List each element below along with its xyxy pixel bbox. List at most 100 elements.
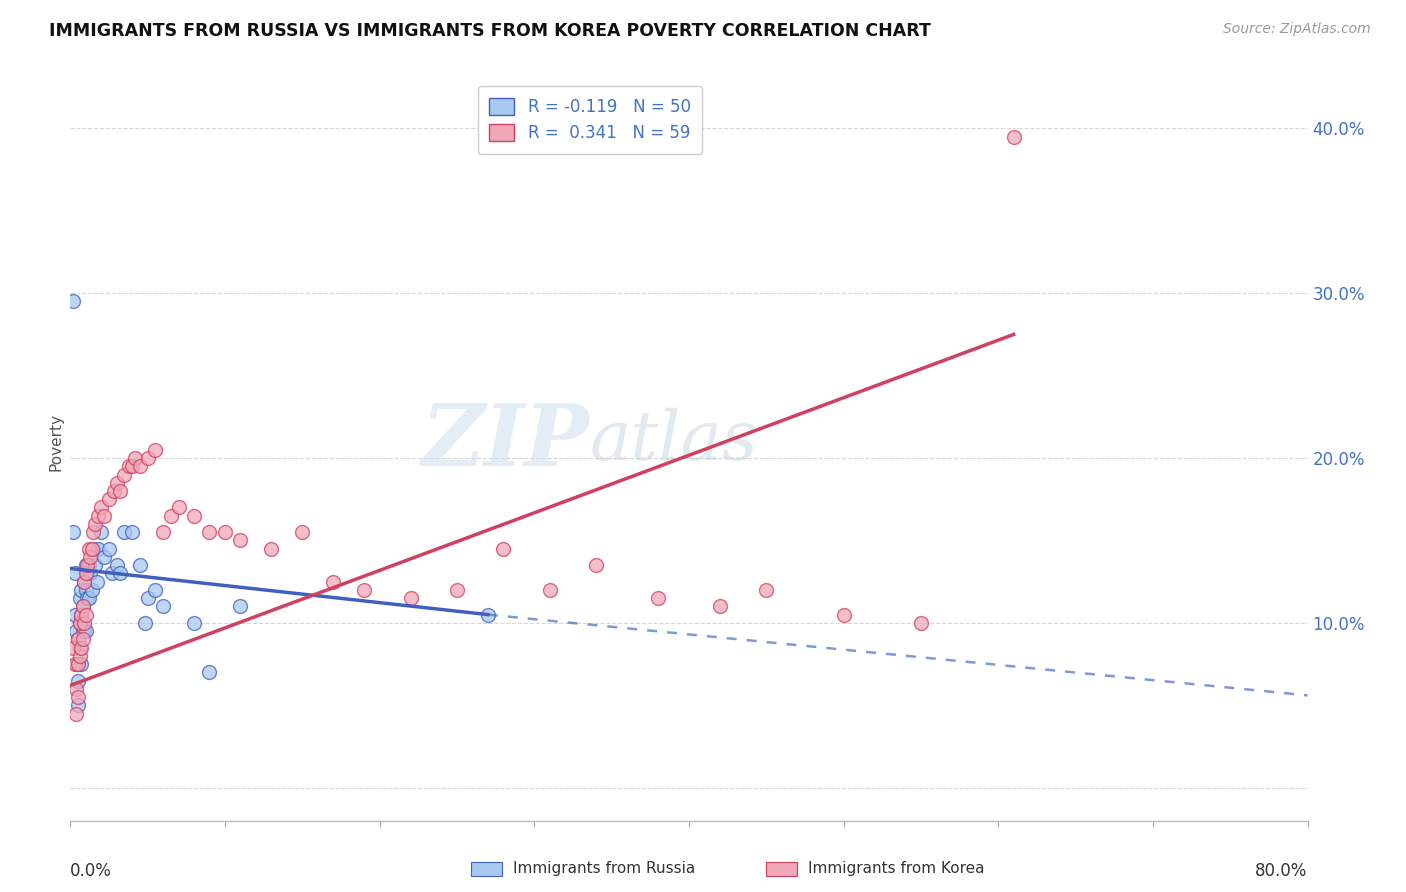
Point: [84, 516, 107, 531]
Point: [69, 615, 91, 630]
Point: [105, 558, 128, 573]
Point: [75, 558, 97, 573]
Point: [832, 607, 855, 622]
Point: [129, 558, 152, 573]
Point: [121, 459, 143, 474]
Point: [67, 632, 90, 647]
Point: [72, 599, 94, 614]
Point: [80, 582, 103, 597]
Point: [79, 566, 101, 581]
Text: atlas: atlas: [591, 409, 758, 475]
Point: [75, 582, 97, 597]
Point: [63, 657, 86, 671]
Point: [229, 533, 252, 548]
Point: [75, 607, 97, 622]
Point: [152, 525, 174, 540]
Text: Source: ZipAtlas.com: Source: ZipAtlas.com: [1223, 22, 1371, 37]
Point: [538, 582, 561, 597]
Point: [77, 558, 100, 573]
Point: [152, 599, 174, 614]
Point: [118, 459, 141, 474]
Point: [93, 549, 115, 564]
Point: [93, 508, 115, 523]
Point: [82, 541, 105, 556]
Point: [72, 624, 94, 639]
Point: [63, 607, 86, 622]
Point: [124, 450, 146, 465]
Point: [108, 483, 131, 498]
Point: [62, 640, 84, 655]
Point: [75, 566, 97, 581]
Text: Immigrants from Korea: Immigrants from Korea: [808, 862, 986, 876]
Point: [709, 599, 731, 614]
Point: [183, 615, 205, 630]
Point: [72, 632, 94, 647]
Point: [90, 500, 112, 515]
Point: [67, 632, 90, 647]
Point: [65, 706, 87, 721]
Point: [477, 607, 499, 622]
Point: [446, 582, 468, 597]
Point: [73, 574, 96, 589]
Point: [77, 541, 100, 556]
Point: [136, 450, 159, 465]
Point: [67, 657, 90, 671]
Point: [121, 525, 143, 540]
Point: [87, 508, 110, 523]
Text: IMMIGRANTS FROM RUSSIA VS IMMIGRANTS FROM KOREA POVERTY CORRELATION CHART: IMMIGRANTS FROM RUSSIA VS IMMIGRANTS FRO…: [49, 22, 931, 40]
Point: [647, 591, 669, 606]
Point: [73, 615, 96, 630]
Point: [214, 525, 236, 540]
Point: [98, 541, 120, 556]
Point: [1002, 129, 1025, 144]
Point: [910, 615, 932, 630]
Point: [76, 566, 98, 581]
Point: [229, 599, 252, 614]
Y-axis label: Poverty: Poverty: [48, 412, 63, 471]
Point: [167, 500, 190, 515]
Point: [70, 607, 93, 622]
Point: [65, 657, 87, 671]
Point: [62, 294, 84, 309]
Point: [134, 615, 156, 630]
Point: [755, 582, 778, 597]
Point: [70, 582, 93, 597]
Text: 0.0%: 0.0%: [70, 863, 112, 880]
Point: [183, 508, 205, 523]
Text: 80.0%: 80.0%: [1256, 863, 1308, 880]
Point: [69, 591, 91, 606]
Point: [72, 599, 94, 614]
Point: [260, 541, 283, 556]
Point: [70, 640, 93, 655]
Point: [76, 591, 98, 606]
Point: [145, 442, 166, 457]
Point: [69, 648, 91, 663]
Point: [129, 459, 152, 474]
Point: [73, 574, 96, 589]
Point: [291, 525, 314, 540]
Point: [492, 541, 515, 556]
Point: [67, 698, 90, 713]
Text: ZIP: ZIP: [422, 400, 591, 483]
Point: [69, 615, 91, 630]
Point: [145, 582, 166, 597]
Point: [65, 624, 87, 639]
Point: [84, 558, 107, 573]
Point: [70, 657, 93, 671]
Point: [114, 525, 135, 540]
Point: [76, 558, 98, 573]
Point: [67, 657, 90, 671]
Point: [62, 525, 84, 540]
Point: [198, 525, 221, 540]
Point: [82, 525, 105, 540]
Point: [114, 467, 135, 482]
Point: [79, 549, 101, 564]
Point: [67, 673, 90, 688]
Point: [80, 541, 103, 556]
Point: [65, 681, 87, 696]
Point: [101, 566, 124, 581]
Point: [90, 525, 112, 540]
Point: [77, 591, 100, 606]
Point: [63, 566, 86, 581]
Point: [108, 566, 131, 581]
